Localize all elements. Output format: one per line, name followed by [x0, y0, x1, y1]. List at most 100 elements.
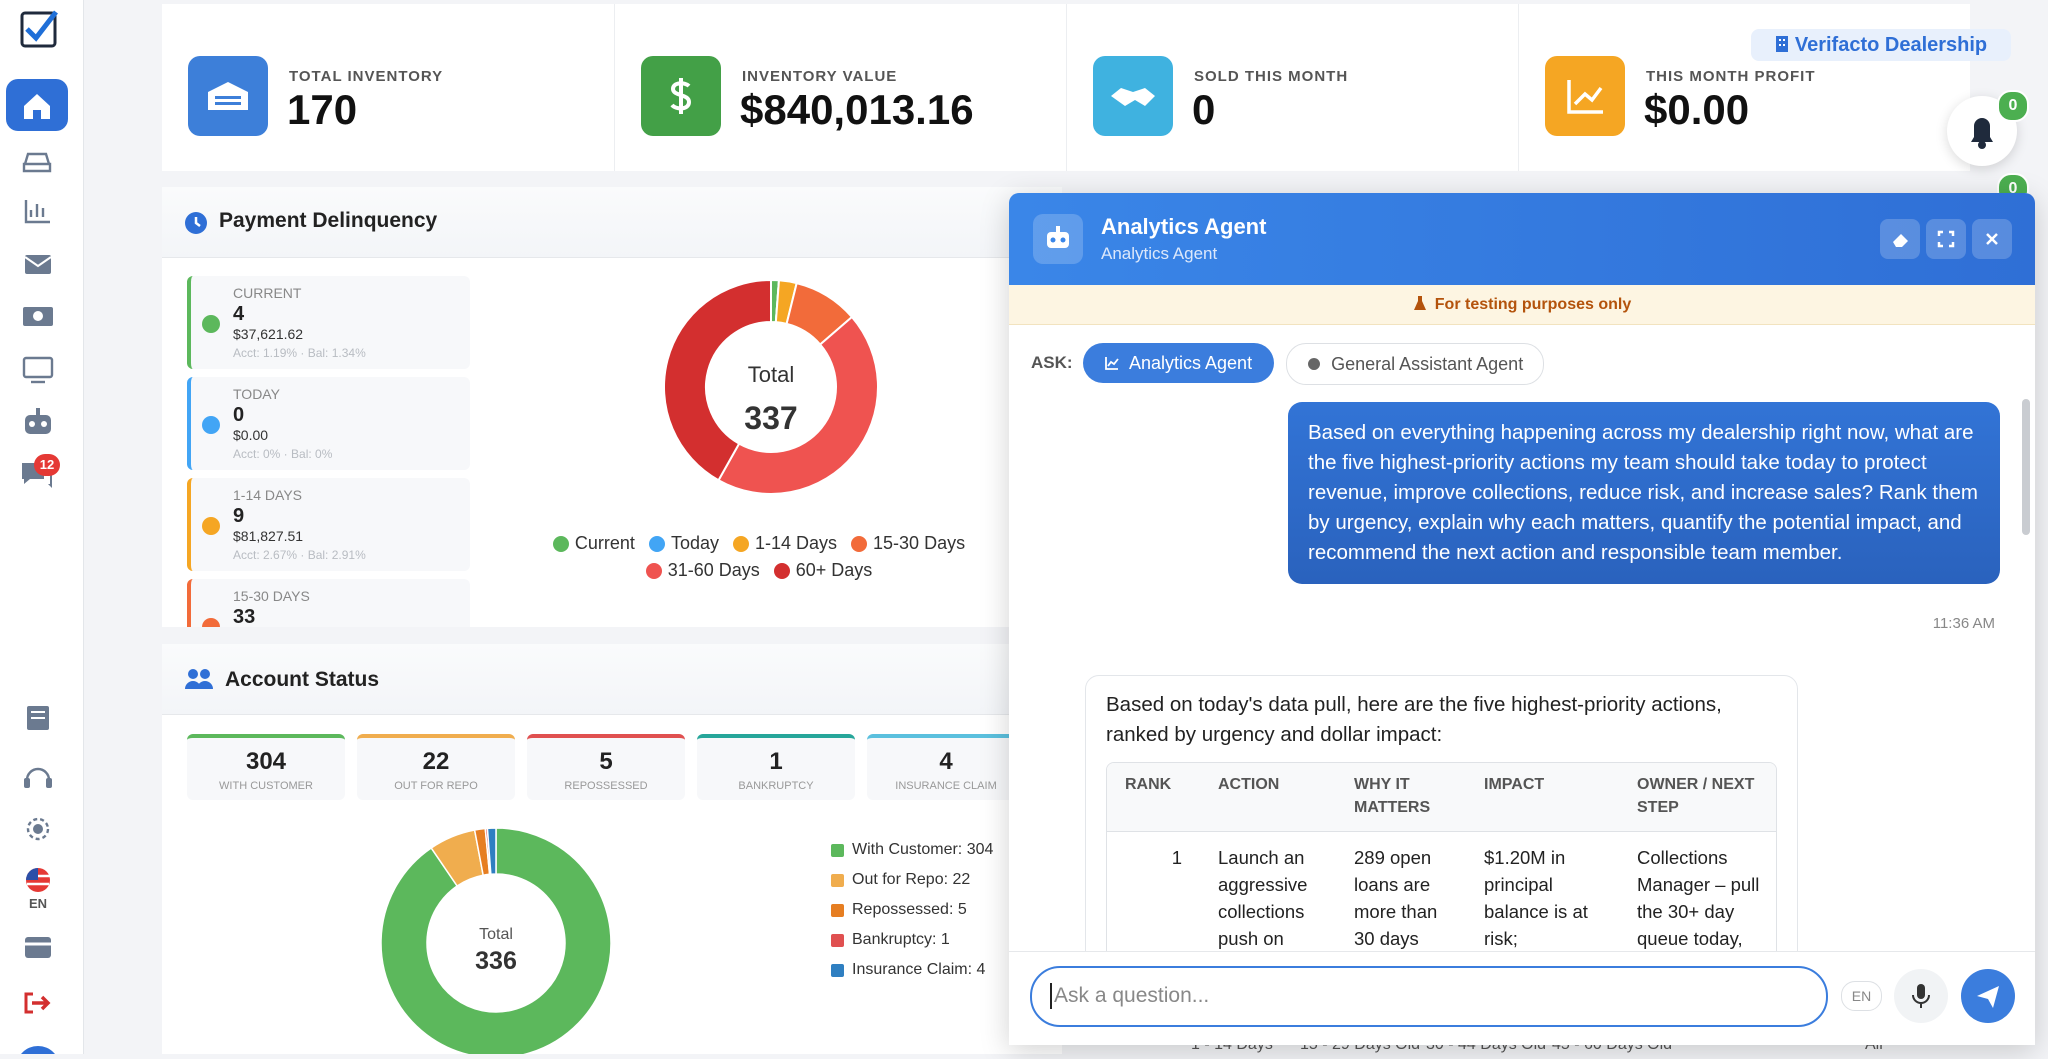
delinquency-legend: Current Today 1-14 Days 15-30 Days 31-60 Day…: [529, 533, 989, 581]
chat-panel: Analytics Agent Analytics Agent For test…: [1009, 193, 2035, 1045]
donut-total: 337: [744, 400, 797, 436]
nav-settings[interactable]: [26, 817, 50, 841]
legend-item[interactable]: Out for Repo: 22: [831, 865, 993, 895]
stat-label: TOTAL INVENTORY: [289, 68, 444, 85]
table-row: 1 Launch an aggressive collections push o…: [1107, 832, 1776, 951]
nav-mail[interactable]: [24, 255, 52, 274]
bucket-label: TODAY: [233, 386, 280, 402]
stat-icon: [641, 56, 721, 136]
bucket-face: [202, 416, 220, 434]
status-card[interactable]: 5 REPOSSESSED: [527, 734, 685, 800]
stat-value: $0.00: [1644, 86, 1750, 133]
close-icon: [1986, 233, 1998, 245]
status-cards: 304 WITH CUSTOMER 22 OUT FOR REPO 5 REPOSSESS…: [187, 734, 1062, 804]
legend-label: 1-14 Days: [754, 533, 838, 553]
nav-reports[interactable]: [24, 200, 50, 224]
dealership-badge[interactable]: Verifacto Dealership: [1751, 29, 2011, 61]
chat-header: Analytics Agent Analytics Agent: [1009, 193, 2035, 285]
notification-count: 0: [1997, 90, 2029, 122]
language-flag[interactable]: [26, 868, 50, 892]
status-value: 304: [245, 748, 287, 775]
status-value: 22: [422, 748, 450, 775]
donut-segment: [663, 278, 772, 482]
status-label: WITH CUSTOMER: [219, 780, 313, 792]
mic-button[interactable]: [1894, 969, 1948, 1023]
send-button[interactable]: [1961, 969, 2015, 1023]
stat-glyph: [670, 78, 692, 114]
agent-tabs: Analytics Agent General Assistant Agent: [1083, 343, 1545, 385]
message-list: Based on everything happening across my …: [1009, 385, 2035, 951]
bucket-detail: Acct: 1.19% · Bal: 1.34%: [233, 346, 366, 360]
status-label: OUT FOR REPO: [394, 780, 478, 792]
bucket-count: 0: [233, 404, 245, 426]
expand-button[interactable]: [1926, 219, 1966, 259]
legend-item[interactable]: Current: [552, 533, 635, 554]
panel-header: [162, 187, 1062, 258]
bucket-amount: $37,621.62: [233, 326, 304, 342]
status-label: INSURANCE CLAIM: [895, 780, 997, 792]
status-label: REPOSSESSED: [564, 780, 648, 792]
bucket-card[interactable]: TODAY 0 $0.00 Acct: 0% · Bal: 0%: [187, 377, 470, 470]
table-header: OWNER / NEXT STEP: [1625, 763, 1776, 832]
nav-payments[interactable]: [23, 307, 53, 326]
status-card[interactable]: 4 INSURANCE CLAIM: [867, 734, 1025, 800]
nav-inventory[interactable]: [22, 152, 52, 173]
legend-dot: [645, 562, 662, 579]
nav-home[interactable]: [6, 79, 68, 131]
agent-tab[interactable]: Analytics Agent: [1083, 343, 1275, 383]
legend-item[interactable]: 31-60 Days: [645, 560, 760, 581]
bucket-card[interactable]: CURRENT 4 $37,621.62 Acct: 1.19% · Bal: 1.3…: [187, 276, 470, 369]
chat-subtitle: Analytics Agent: [1101, 244, 1218, 263]
bucket-card[interactable]: 1-14 DAYS 9 $81,827.51 Acct: 2.67% · Bal: 2…: [187, 478, 470, 571]
status-card[interactable]: 304 WITH CUSTOMER: [187, 734, 345, 800]
chat-title: Analytics Agent: [1101, 214, 1267, 239]
legend-item[interactable]: Bankruptcy: 1: [831, 925, 993, 955]
legend-item[interactable]: 60+ Days: [773, 560, 872, 581]
close-button[interactable]: [1972, 219, 2012, 259]
mic-icon: [1912, 984, 1930, 1008]
legend-item[interactable]: Insurance Claim: 4: [831, 955, 993, 985]
text-caret: [1050, 983, 1052, 1009]
agent-icon: [1033, 214, 1083, 264]
bucket-label: 15-30 DAYS: [233, 588, 310, 604]
clear-button[interactable]: [1880, 219, 1920, 259]
clock-icon: [185, 212, 207, 234]
banner-text: For testing purposes only: [1434, 296, 1632, 313]
nav-agents[interactable]: [25, 408, 51, 434]
status-card[interactable]: 1 BANKRUPTCY: [697, 734, 855, 800]
assistant-message: Based on today's data pull, here are the…: [1085, 675, 1798, 951]
dealership-name: Verifacto Dealership: [1794, 34, 1988, 56]
account-donut: Total 336: [380, 827, 612, 1054]
legend-item[interactable]: Repossessed: 5: [831, 895, 993, 925]
agent-tab[interactable]: General Assistant Agent: [1286, 343, 1545, 385]
legend-item[interactable]: With Customer: 304: [831, 835, 993, 865]
status-card[interactable]: 22 OUT FOR REPO: [357, 734, 515, 800]
bell-icon: [1971, 118, 1993, 149]
chat-input[interactable]: Ask a question...: [1030, 966, 1828, 1027]
legend-swatch: [831, 843, 844, 857]
legend-item[interactable]: 1-14 Days: [732, 533, 838, 554]
legend-swatch: [831, 903, 844, 917]
table-cell: Collections Manager – pull the 30+ day q…: [1637, 847, 1760, 949]
bucket-detail: Acct: 0% · Bal: 0%: [233, 447, 333, 461]
nav-support[interactable]: [24, 767, 52, 788]
agent-tab-label: General Assistant Agent: [1331, 353, 1524, 374]
delinquency-donut: Total 337: [663, 278, 879, 495]
chat-badge: 12: [34, 454, 60, 476]
bucket-count: 33: [233, 606, 256, 627]
nav-display[interactable]: [22, 356, 54, 384]
legend-item[interactable]: 15-30 Days: [851, 533, 965, 554]
assistant-text: Based on today's data pull, here are the…: [1106, 693, 1722, 746]
donut-segment: [380, 827, 612, 1054]
nav-docs[interactable]: [27, 706, 49, 730]
nav-billing[interactable]: [25, 937, 51, 958]
legend-dot: [732, 535, 749, 552]
bucket-card[interactable]: 15-30 DAYS 33: [187, 579, 470, 627]
bucket-count: 9: [233, 505, 245, 527]
status-value: 4: [939, 748, 953, 775]
legend-item[interactable]: Today: [648, 533, 719, 554]
language-button[interactable]: EN: [1841, 981, 1882, 1011]
users-icon: [185, 669, 213, 689]
icon-shape: [1105, 357, 1119, 370]
nav-logout[interactable]: [24, 992, 51, 1014]
